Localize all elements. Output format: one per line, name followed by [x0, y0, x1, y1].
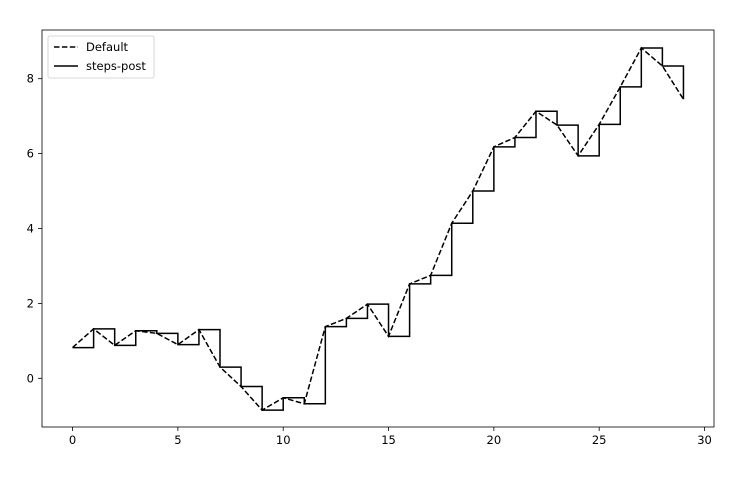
x-tick-label: 5 — [174, 433, 181, 447]
y-tick-label: 2 — [27, 296, 34, 310]
legend: Default steps-post — [47, 35, 155, 79]
legend-label-steps-post: steps-post — [86, 59, 146, 73]
y-tick-label: 6 — [27, 147, 34, 161]
x-tick-label: 30 — [697, 433, 712, 447]
legend-label-default: Default — [86, 40, 129, 54]
y-tick-label: 0 — [27, 371, 34, 385]
y-tick-label: 8 — [27, 72, 34, 86]
axes-layer: 0 5 10 15 20 25 30 0 2 4 6 8 — [27, 29, 715, 447]
x-tick-label: 15 — [381, 433, 396, 447]
plot-area — [42, 30, 714, 427]
plot-background — [42, 30, 714, 427]
x-tick-label: 20 — [487, 433, 502, 447]
x-tick-label: 25 — [592, 433, 607, 447]
x-tick-label: 10 — [276, 433, 291, 447]
y-tick-label: 4 — [27, 222, 34, 236]
x-tick-label: 0 — [69, 433, 76, 447]
series-line-steps-post — [72, 47, 685, 411]
series-line-default — [72, 46, 685, 412]
series-layer — [72, 46, 685, 412]
